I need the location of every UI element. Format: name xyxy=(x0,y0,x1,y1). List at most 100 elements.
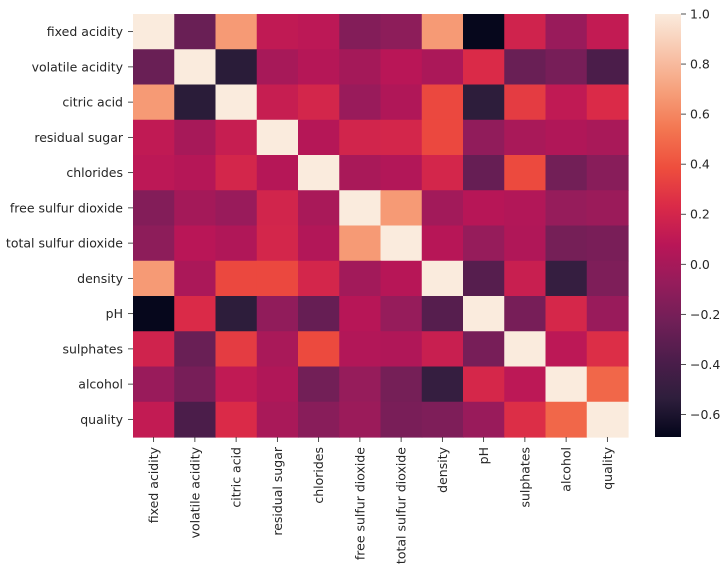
heatmap-cell xyxy=(380,331,423,368)
row-label: density xyxy=(77,271,123,286)
heatmap-cell xyxy=(215,366,258,403)
heatmap-cell xyxy=(545,260,588,297)
heatmap-cell xyxy=(339,49,382,86)
heatmap-cell xyxy=(586,401,629,438)
heatmap-cell xyxy=(174,84,217,121)
heatmap-cell xyxy=(463,331,505,368)
heatmap-cell xyxy=(586,260,629,297)
heatmap-cell xyxy=(463,225,505,262)
column-label: density xyxy=(435,446,450,492)
heatmap-cell xyxy=(174,155,217,191)
heatmap-cell xyxy=(421,14,464,50)
heatmap-cell xyxy=(421,225,464,262)
heatmap-cell xyxy=(586,331,629,368)
heatmap-cell xyxy=(380,84,423,121)
heatmap-cell xyxy=(174,260,217,297)
heatmap-cell xyxy=(174,49,217,86)
column-label: residual sugar xyxy=(270,446,285,536)
heatmap-cell xyxy=(421,84,464,121)
heatmap-cell xyxy=(298,119,340,156)
colorbar-ticks: 1.0 0.8 0.6 0.4 0.2 0.0 −0.2 −0.4 −0.6 xyxy=(681,7,720,422)
colorbar-tick-label: 1.0 xyxy=(690,7,710,22)
row-label: volatile acidity xyxy=(32,59,124,74)
heatmap-cell xyxy=(380,260,423,297)
heatmap-cell xyxy=(380,225,423,262)
row-label: alcohol xyxy=(78,377,123,392)
heatmap-cell xyxy=(586,84,629,121)
heatmap-cell xyxy=(545,84,588,121)
heatmap-cell xyxy=(256,14,299,50)
heatmap-cell xyxy=(215,190,258,227)
heatmap-cell xyxy=(463,84,505,121)
heatmap-cell xyxy=(339,225,382,262)
heatmap-cell xyxy=(504,49,547,86)
row-label: fixed acidity xyxy=(47,24,124,39)
row-label: quality xyxy=(80,412,123,427)
heatmap-cell xyxy=(256,331,299,368)
column-label: alcohol xyxy=(559,447,574,492)
heatmap-cell xyxy=(380,366,423,403)
column-label: pH xyxy=(476,447,491,464)
heatmap-cell xyxy=(380,119,423,156)
heatmap-cell xyxy=(215,331,258,368)
heatmap-cell xyxy=(421,190,464,227)
heatmap-cell xyxy=(339,190,382,227)
heatmap-cell xyxy=(133,14,175,50)
heatmap-cell xyxy=(504,190,547,227)
column-label: fixed acidity xyxy=(146,446,161,523)
row-labels: fixed acidity volatile acidity citric acid… xyxy=(6,24,133,427)
heatmap-cell xyxy=(504,366,547,403)
heatmap-cell xyxy=(545,119,588,156)
heatmap-cell xyxy=(421,401,464,438)
heatmap-cell xyxy=(339,119,382,156)
heatmap-cell xyxy=(586,155,629,191)
heatmap-cell xyxy=(586,119,629,156)
heatmap-cell xyxy=(504,155,547,191)
heatmap-cell xyxy=(504,14,547,50)
colorbar-gradient xyxy=(655,14,681,437)
heatmap-cell xyxy=(133,84,175,121)
column-label: citric acid xyxy=(229,447,244,508)
heatmap-cell xyxy=(298,225,340,262)
heatmap-cell xyxy=(256,225,299,262)
heatmap-cell xyxy=(463,14,505,50)
heatmap-cell xyxy=(504,296,547,332)
heatmap-cell xyxy=(339,84,382,121)
heatmap-cell xyxy=(133,190,175,227)
row-label: residual sugar xyxy=(34,130,124,145)
heatmap-cell xyxy=(174,296,217,332)
heatmap-cell xyxy=(545,49,588,86)
heatmap-cell xyxy=(586,190,629,227)
heatmap-cell xyxy=(215,155,258,191)
heatmap-cell xyxy=(215,260,258,297)
heatmap-cell xyxy=(545,225,588,262)
heatmap-cells xyxy=(133,14,629,438)
heatmap-cell xyxy=(504,260,547,297)
heatmap-cell xyxy=(463,119,505,156)
heatmap-cell xyxy=(504,119,547,156)
heatmap-cell xyxy=(174,366,217,403)
row-label: citric acid xyxy=(62,95,123,110)
heatmap-cell xyxy=(421,296,464,332)
heatmap-cell xyxy=(256,296,299,332)
heatmap-cell xyxy=(545,14,588,50)
heatmap-cell xyxy=(298,331,340,368)
heatmap-cell xyxy=(463,190,505,227)
heatmap-cell xyxy=(504,331,547,368)
heatmap-cell xyxy=(545,366,588,403)
row-label: pH xyxy=(106,306,123,321)
heatmap-cell xyxy=(504,225,547,262)
heatmap-cell xyxy=(256,155,299,191)
heatmap-cell xyxy=(215,225,258,262)
row-label: total sulfur dioxide xyxy=(6,236,123,251)
heatmap-cell xyxy=(339,14,382,50)
column-label: chlorides xyxy=(311,447,326,504)
heatmap-cell xyxy=(215,119,258,156)
heatmap-cell xyxy=(215,14,258,50)
colorbar-tick-label: −0.6 xyxy=(690,407,720,422)
colorbar: 1.0 0.8 0.6 0.4 0.2 0.0 −0.2 −0.4 −0.6 xyxy=(655,7,720,437)
heatmap-cell xyxy=(463,49,505,86)
heatmap-cell xyxy=(421,49,464,86)
heatmap-cell xyxy=(380,190,423,227)
